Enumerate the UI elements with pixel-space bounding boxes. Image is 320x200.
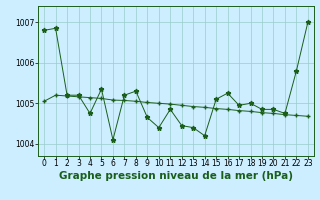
X-axis label: Graphe pression niveau de la mer (hPa): Graphe pression niveau de la mer (hPa) [59,171,293,181]
